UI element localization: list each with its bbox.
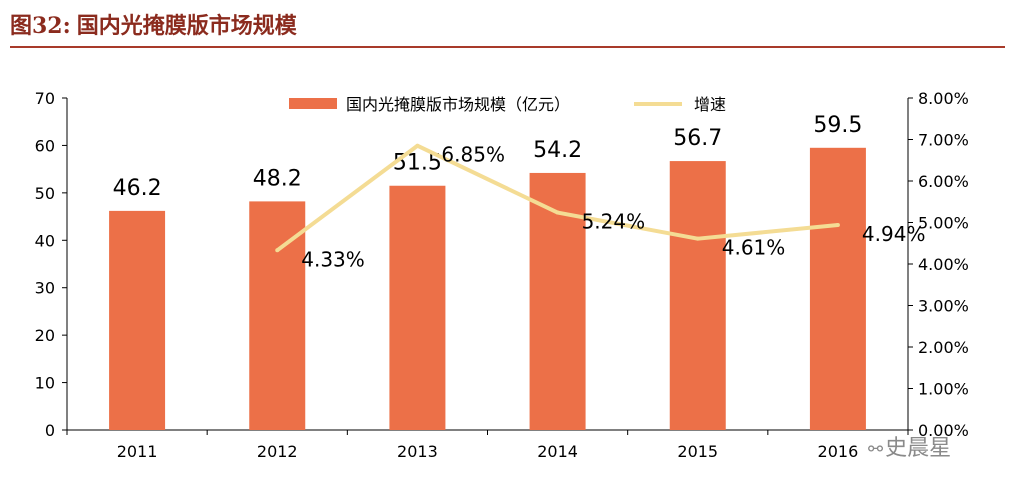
bar [389, 185, 446, 430]
x-tick-label: 2013 [397, 442, 438, 461]
y-right-tick-label: 1.00% [918, 380, 969, 399]
bar-data-label: 48.2 [253, 166, 302, 191]
bar-data-label: 54.2 [533, 138, 582, 163]
watermark: ⚯史晨星 [868, 430, 951, 462]
growth-point [835, 222, 840, 227]
y-left-tick-label: 20 [35, 326, 55, 345]
line-data-label: 6.85% [441, 143, 505, 167]
bar [249, 201, 306, 430]
growth-point [555, 210, 560, 215]
bar-data-label: 59.5 [813, 113, 862, 138]
x-tick-label: 2016 [818, 442, 859, 461]
y-left-tick-label: 60 [35, 136, 55, 155]
growth-point [275, 248, 280, 253]
y-right-tick-label: 5.00% [918, 214, 969, 233]
figure-number: 图32: [10, 13, 71, 39]
x-tick-label: 2011 [117, 442, 158, 461]
y-left-tick-label: 30 [35, 279, 55, 298]
title-divider [10, 46, 1005, 48]
y-left-tick-label: 50 [35, 184, 55, 203]
line-data-label: 4.61% [722, 236, 786, 260]
legend-bar-label: 国内光掩膜版市场规模（亿元） [346, 95, 570, 114]
legend-line-label: 增速 [694, 95, 726, 114]
y-left-tick-label: 0 [45, 421, 55, 440]
y-left-tick-label: 10 [35, 374, 55, 393]
bar [669, 161, 726, 430]
wechat-icon: ⚯ [868, 439, 884, 460]
bar-data-label: 56.7 [673, 126, 722, 151]
x-tick-label: 2015 [677, 442, 718, 461]
y-right-tick-label: 7.00% [918, 131, 969, 150]
growth-point [415, 143, 420, 148]
y-right-tick-label: 0.00% [918, 421, 969, 440]
growth-point [695, 236, 700, 241]
bar-data-label: 46.2 [113, 176, 162, 201]
line-data-label: 5.24% [582, 210, 646, 234]
x-tick-label: 2014 [537, 442, 578, 461]
line-data-label: 4.94% [862, 222, 926, 246]
figure-title-text: 国内光掩膜版市场规模 [76, 13, 297, 39]
y-left-tick-label: 70 [35, 89, 55, 108]
y-right-tick-label: 6.00% [918, 172, 969, 191]
y-right-tick-label: 2.00% [918, 338, 969, 357]
y-right-tick-label: 3.00% [918, 297, 969, 316]
y-left-tick-label: 40 [35, 231, 55, 250]
line-data-label: 4.33% [301, 247, 365, 271]
watermark-text: 史晨星 [885, 436, 952, 461]
bar [109, 210, 166, 430]
legend-bar-swatch [289, 98, 337, 109]
y-right-tick-label: 8.00% [918, 89, 969, 108]
y-right-tick-label: 4.00% [918, 255, 969, 274]
bar [809, 147, 866, 431]
x-tick-label: 2012 [257, 442, 298, 461]
figure-title: 图32: 国内光掩膜版市场规模 [10, 8, 303, 40]
